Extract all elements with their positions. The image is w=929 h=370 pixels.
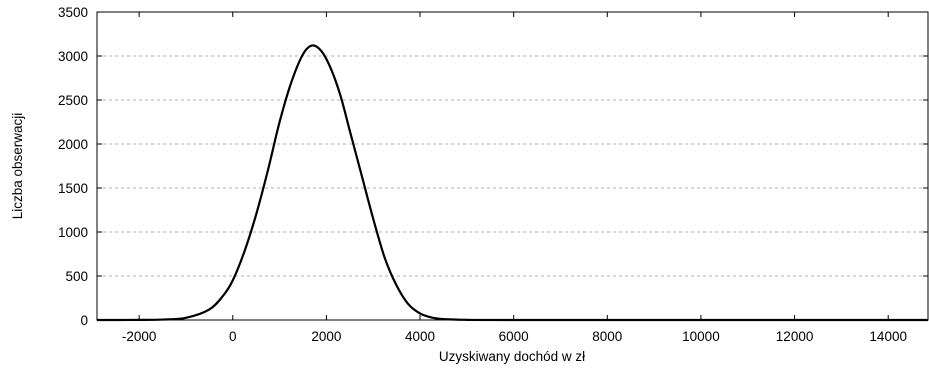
y-tick-label: 3500 (58, 5, 88, 20)
plot-frame (96, 11, 929, 321)
series-line (96, 44, 929, 322)
y-tick-label: 0 (80, 313, 88, 328)
x-tick-label: -2000 (122, 329, 157, 344)
x-tick-label: 8000 (592, 329, 622, 344)
series-layer (96, 44, 929, 322)
y-tick-label: 1500 (58, 181, 88, 196)
x-axis: -2000 0 2000 4000 6000 8000 10000 12000 14000 (122, 12, 907, 344)
x-tick-label: 4000 (405, 329, 435, 344)
y-axis: 0 500 1000 1500 2000 2500 3000 3500 (58, 5, 928, 328)
y-axis-label: Liczba obserwacji (10, 113, 25, 220)
x-tick-label: 12000 (776, 329, 814, 344)
x-tick-label: 2000 (311, 329, 341, 344)
y-tick-label: 500 (65, 269, 88, 284)
x-axis-label: Uzyskiwany dochód w zł (439, 349, 585, 364)
x-tick-label: 6000 (499, 329, 529, 344)
y-tick-label: 1000 (58, 225, 88, 240)
y-tick-label: 3000 (58, 49, 88, 64)
y-tick-label: 2500 (58, 93, 88, 108)
x-tick-label: 14000 (869, 329, 907, 344)
x-tick-label: 0 (229, 329, 237, 344)
y-tick-label: 2000 (58, 137, 88, 152)
x-tick-label: 10000 (682, 329, 720, 344)
